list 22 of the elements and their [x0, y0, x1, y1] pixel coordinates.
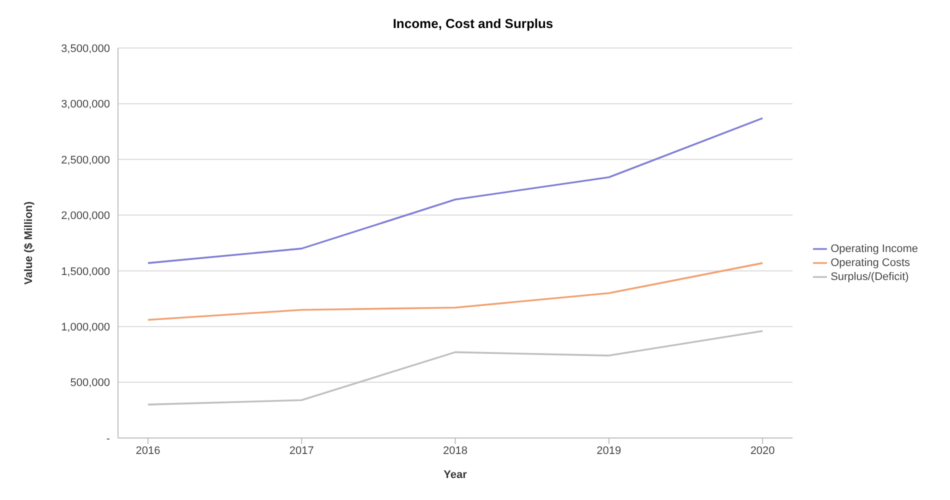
y-tick-label: 2,500,000	[61, 154, 110, 166]
y-tick-label: 2,000,000	[61, 210, 110, 222]
line-series	[147, 117, 764, 264]
legend-label: Operating Costs	[830, 256, 910, 269]
line-series	[147, 262, 764, 321]
legend-label: Operating Income	[830, 242, 918, 255]
chart-title: Income, Cost and Surplus	[392, 15, 554, 33]
y-tick-label: 3,000,000	[61, 98, 110, 111]
x-tick-label: 2020	[750, 444, 775, 457]
y-tick-label: 1,000,000	[61, 321, 110, 334]
line-series	[147, 330, 764, 406]
legend-label: Surplus/(Deficit)	[830, 270, 909, 283]
x-axis-title: Year	[444, 469, 468, 481]
y-tick-label: 1,500,000	[61, 266, 110, 278]
x-tick-label: 2016	[136, 444, 160, 457]
x-tick-label: 2019	[596, 444, 622, 457]
x-tick-label: 2017	[289, 444, 314, 457]
y-tick-label: 500,000	[70, 377, 110, 390]
x-tick-label: 2018	[443, 444, 468, 457]
y-axis-title: Value ($ Million)	[22, 201, 35, 285]
y-tick-label: 3,500,000	[61, 42, 110, 55]
y-tick-label: -	[106, 432, 110, 445]
